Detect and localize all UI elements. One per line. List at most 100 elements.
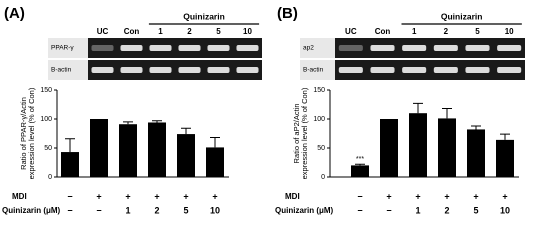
bar bbox=[380, 119, 398, 177]
bar bbox=[467, 129, 485, 177]
condition-value: − bbox=[67, 205, 72, 215]
gel-band bbox=[236, 67, 259, 73]
gel-strip bbox=[88, 60, 262, 80]
gel-strip bbox=[335, 38, 525, 58]
condition-value: + bbox=[154, 191, 159, 201]
gel-row-label: Β-actin bbox=[51, 67, 72, 74]
gel-band bbox=[178, 67, 201, 73]
lane-label: UC bbox=[345, 27, 357, 36]
panel: (A) UC Con 1 2 5 10 Quinizarin PPAR-γ Β-actin 0 50 1… bbox=[2, 5, 262, 215]
lane-label: 2 bbox=[444, 27, 449, 36]
gel-strip bbox=[335, 60, 525, 80]
gel-band bbox=[497, 67, 522, 73]
error-bar bbox=[442, 108, 452, 119]
gel-row-label-bg bbox=[300, 38, 335, 58]
condition-value: + bbox=[212, 191, 217, 201]
bar bbox=[90, 119, 108, 177]
bar bbox=[177, 134, 195, 177]
gel-band bbox=[370, 67, 395, 73]
y-tick-label: 150 bbox=[313, 87, 325, 94]
lane-label: 1 bbox=[412, 27, 417, 36]
gel-header: Quinizarin bbox=[441, 11, 483, 21]
gel-band bbox=[338, 45, 363, 51]
gel-band bbox=[433, 45, 458, 51]
gel-row-label: ap2 bbox=[303, 45, 314, 52]
error-bar bbox=[210, 137, 220, 148]
gel-row-label-bg bbox=[48, 38, 88, 58]
lane-label: 5 bbox=[216, 27, 221, 36]
condition-value: + bbox=[415, 191, 420, 201]
condition-value: + bbox=[96, 191, 101, 201]
y-axis-label: Ratio of PPAR-γ/Actin bbox=[19, 97, 28, 170]
bar bbox=[409, 113, 427, 177]
lane-label: Con bbox=[124, 27, 140, 36]
condition-value: 5 bbox=[183, 205, 188, 215]
condition-name: MDI bbox=[285, 192, 300, 201]
lane-label: Con bbox=[375, 27, 391, 36]
gel-band bbox=[149, 67, 172, 73]
y-tick-label: 0 bbox=[48, 174, 52, 181]
gel-row-label-bg bbox=[48, 60, 88, 80]
y-tick-label: 100 bbox=[40, 116, 52, 123]
gel-band bbox=[465, 45, 490, 51]
gel-band bbox=[338, 67, 363, 73]
gel-band bbox=[433, 67, 458, 73]
condition-value: 10 bbox=[500, 205, 510, 215]
gel-band bbox=[120, 45, 143, 51]
lane-label: 2 bbox=[187, 27, 192, 36]
condition-value: 5 bbox=[473, 205, 478, 215]
condition-value: 2 bbox=[154, 205, 159, 215]
error-bar bbox=[65, 138, 75, 153]
gel-band bbox=[120, 67, 143, 73]
condition-name: Quinizarin (μM) bbox=[2, 206, 61, 215]
error-bar bbox=[355, 163, 365, 166]
gel-band bbox=[236, 45, 259, 51]
lane-label: UC bbox=[97, 27, 109, 36]
lane-label: 5 bbox=[475, 27, 480, 36]
condition-name: Quinizarin (μM) bbox=[275, 206, 334, 215]
error-bar bbox=[500, 133, 510, 140]
bar bbox=[438, 118, 456, 177]
lane-label: 10 bbox=[505, 27, 514, 36]
gel-row-label: PPAR-γ bbox=[51, 45, 74, 52]
y-tick-label: 100 bbox=[313, 116, 325, 123]
gel-strip bbox=[88, 38, 262, 58]
condition-value: + bbox=[444, 191, 449, 201]
gel-band bbox=[178, 45, 201, 51]
gel-row-label: Β-actin bbox=[303, 67, 324, 74]
lane-label: 10 bbox=[243, 27, 252, 36]
gel-header: Quinizarin bbox=[183, 11, 225, 21]
bar bbox=[61, 152, 79, 177]
condition-value: 2 bbox=[444, 205, 449, 215]
figure: (A)UC Con 1 2 5 10QuinizarinPPAR-γΒ-actin0501… bbox=[2, 5, 525, 215]
error-bar bbox=[181, 127, 191, 135]
gel-band bbox=[402, 67, 427, 73]
gel-band bbox=[465, 67, 490, 73]
condition-value: + bbox=[386, 191, 391, 201]
y-axis-label: Ratio of aP2/Actin bbox=[292, 103, 301, 163]
panel: (B) UC Con 1 2 5 10 Quinizarin ap2 Β-actin 0 50 100 1… bbox=[275, 5, 525, 215]
condition-value: − bbox=[386, 205, 391, 215]
error-bar bbox=[471, 125, 481, 130]
condition-value: − bbox=[96, 205, 101, 215]
gel-band bbox=[402, 45, 427, 51]
panel-label: (B) bbox=[277, 5, 298, 22]
condition-value: − bbox=[67, 191, 72, 201]
y-tick-label: 150 bbox=[40, 87, 52, 94]
error-bar bbox=[123, 121, 133, 125]
condition-value: + bbox=[473, 191, 478, 201]
condition-value: 10 bbox=[210, 205, 220, 215]
y-tick-label: 50 bbox=[44, 145, 52, 152]
error-bar bbox=[413, 102, 423, 114]
y-tick-label: 50 bbox=[317, 145, 325, 152]
condition-value: 1 bbox=[415, 205, 420, 215]
significance: *** bbox=[356, 156, 364, 163]
condition-value: + bbox=[183, 191, 188, 201]
gel-row-label-bg bbox=[300, 60, 335, 80]
y-axis-label: expression level (% of Con) bbox=[300, 87, 309, 179]
panel-label: (A) bbox=[4, 5, 25, 22]
y-tick-label: 0 bbox=[321, 174, 325, 181]
condition-value: + bbox=[502, 191, 507, 201]
y-axis-label: expression level (% of Con) bbox=[27, 87, 36, 179]
bar bbox=[148, 122, 166, 177]
